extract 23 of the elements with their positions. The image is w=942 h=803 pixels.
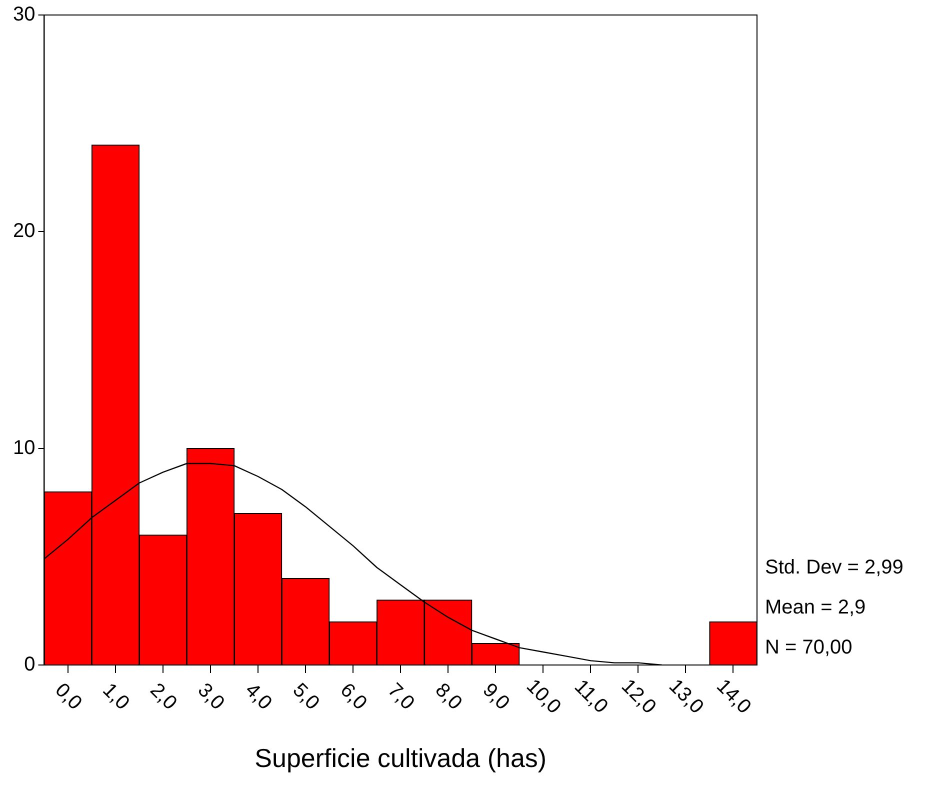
- x-tick-label: 5,0: [288, 679, 324, 714]
- x-tick-label: 8,0: [430, 679, 466, 714]
- text: Std. Dev = 2,99: [765, 556, 904, 579]
- x-tick-label: 6,0: [336, 679, 372, 714]
- x-axis-title: Superficie cultivada (has): [254, 743, 547, 774]
- x-tick-label: 0,0: [50, 679, 86, 714]
- x-tick-label: 12,0: [617, 675, 660, 718]
- y-tick-label: 30: [12, 4, 36, 26]
- x-tick-label: 4,0: [240, 679, 276, 714]
- x-tick-label: 13,0: [664, 675, 708, 718]
- x-tick-label: 10,0: [522, 675, 566, 718]
- text: N = 70,00: [765, 636, 852, 659]
- x-tick-label: 2,0: [146, 679, 181, 714]
- x-tick-label: 3,0: [193, 679, 229, 714]
- y-tick-label: 10: [12, 436, 36, 459]
- text: Mean = 2,9: [765, 596, 866, 619]
- x-tick-label: 7,0: [383, 679, 419, 714]
- y-tick-label: 0: [24, 654, 36, 676]
- x-tick-label: 14,0: [712, 675, 756, 718]
- y-tick-label: 20: [12, 220, 36, 242]
- x-tick-label: 1,0: [98, 679, 134, 714]
- x-tick-label: 9,0: [478, 679, 514, 714]
- x-tick-label: 11,0: [570, 676, 612, 718]
